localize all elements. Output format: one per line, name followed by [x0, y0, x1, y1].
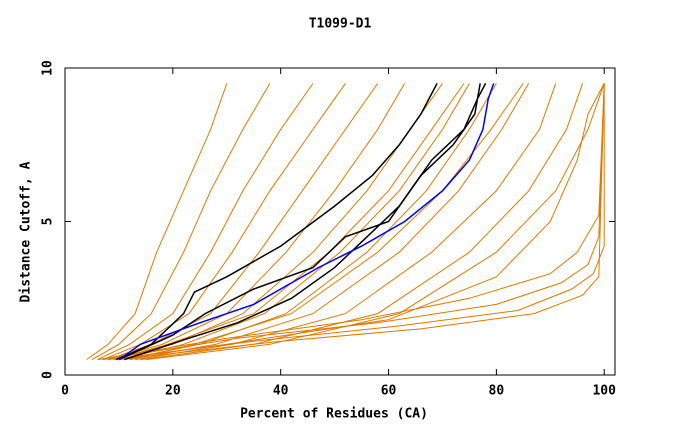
- curve: [118, 83, 481, 361]
- curve: [107, 83, 379, 361]
- curve: [118, 83, 470, 361]
- curve: [97, 83, 605, 361]
- curve: [108, 83, 605, 361]
- y-tick-label: 10: [41, 60, 56, 76]
- x-tick-label: 20: [165, 384, 181, 399]
- curve: [91, 83, 271, 361]
- y-tick-label: 5: [41, 218, 56, 226]
- curve: [145, 83, 605, 361]
- plot-area: [86, 83, 605, 361]
- x-axis-label: Percent of Residues (CA): [240, 407, 428, 422]
- curve: [102, 83, 346, 361]
- y-axis-label: Distance Cutoff, A: [19, 161, 34, 302]
- curve: [97, 83, 314, 361]
- x-tick-label: 80: [489, 384, 505, 399]
- chart-title: T1099-D1: [309, 17, 372, 32]
- curve: [118, 83, 605, 361]
- curve: [129, 83, 530, 361]
- curve: [113, 83, 605, 361]
- curve: [107, 83, 406, 361]
- curve: [129, 83, 524, 361]
- x-tick-label: 100: [592, 384, 616, 399]
- curve: [86, 83, 228, 361]
- x-tick-label: 0: [61, 384, 69, 399]
- curve: [140, 83, 584, 361]
- curve: [115, 83, 438, 361]
- y-tick-label: 0: [41, 371, 56, 379]
- curve: [102, 83, 605, 361]
- curve: [118, 83, 495, 361]
- curve: [124, 83, 487, 361]
- x-tick-label: 60: [381, 384, 397, 399]
- x-tick-label: 40: [273, 384, 289, 399]
